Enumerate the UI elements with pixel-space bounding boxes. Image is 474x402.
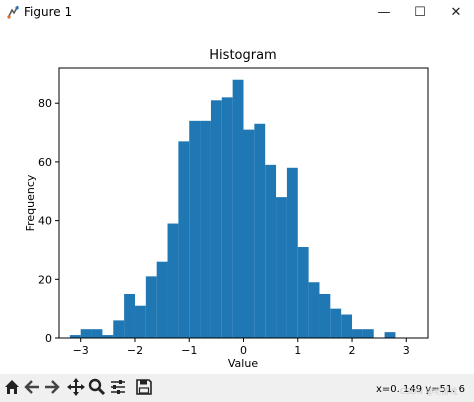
histogram-bar: [286, 167, 298, 338]
histogram-bar: [156, 261, 168, 338]
x-tick-label: −2: [127, 344, 143, 357]
y-tick-label: 20: [38, 273, 52, 286]
save-icon: [136, 379, 152, 395]
histogram-bar: [200, 120, 211, 339]
histogram-bar: [341, 314, 353, 338]
histogram-bar: [221, 97, 233, 338]
y-tick-label: 80: [38, 97, 52, 110]
x-tick-label: 3: [403, 344, 410, 357]
move-icon: [67, 378, 85, 396]
histogram-bar: [308, 282, 320, 338]
chart-title: Histogram: [209, 48, 276, 63]
histogram-bar: [178, 141, 190, 338]
histogram-bar: [265, 164, 277, 338]
navigation-toolbar: [0, 374, 474, 402]
close-icon: ✕: [450, 4, 462, 20]
histogram-bar: [69, 335, 81, 338]
histogram-bar: [254, 123, 266, 339]
histogram-bar: [134, 305, 146, 338]
histogram-chart: Histogram −3 −2 −1 0 1 2 3 0 20 40 60 80 Value Fre…: [24, 48, 429, 370]
histogram-bar: [352, 329, 363, 338]
watermark: CSDN @老游戏: [400, 387, 458, 396]
window-title: Figure 1: [24, 5, 73, 19]
zoom-button[interactable]: [87, 377, 107, 397]
sliders-icon: [111, 380, 125, 394]
histogram-bar: [297, 247, 309, 338]
arrow-right-icon: [45, 380, 60, 394]
maximize-button[interactable]: ☐: [402, 0, 438, 24]
forward-button[interactable]: [42, 377, 62, 397]
y-axis-label: Frequency: [24, 174, 37, 231]
home-button[interactable]: [2, 377, 22, 397]
histogram-bar: [384, 332, 396, 338]
maximize-icon: ☐: [414, 4, 426, 20]
y-tick-label: 40: [38, 215, 52, 228]
x-tick-label: 0: [240, 344, 247, 357]
back-button[interactable]: [22, 377, 42, 397]
histogram-bar: [232, 79, 244, 338]
matplotlib-icon: [7, 5, 19, 19]
y-tick-label: 0: [45, 332, 52, 345]
arrow-left-icon: [24, 380, 39, 394]
x-axis-label: Value: [228, 357, 258, 370]
histogram-bar: [189, 120, 201, 339]
histogram-bar: [113, 320, 125, 338]
histogram-bar: [276, 197, 287, 338]
histogram-bar: [124, 293, 135, 338]
home-icon: [5, 380, 19, 394]
histogram-bar: [145, 276, 157, 338]
minimize-button[interactable]: —: [366, 0, 402, 24]
pan-button[interactable]: [66, 377, 86, 397]
histogram-bar: [80, 329, 92, 338]
histogram-bar: [102, 335, 114, 338]
histogram-bar: [330, 308, 342, 338]
minimize-icon: —: [377, 4, 391, 20]
figure-canvas[interactable]: Histogram −3 −2 −1 0 1 2 3 0 20 40 60 80 Value Fre…: [0, 30, 474, 372]
x-tick-label: 2: [349, 344, 356, 357]
cursor-coordinates: x=0. 149 y=51. 6: [376, 384, 466, 395]
magnifier-icon: [88, 378, 106, 396]
histogram-bar: [91, 329, 103, 338]
x-tick-label: 1: [294, 344, 301, 357]
window-titlebar: Figure 1 — ☐ ✕: [0, 0, 474, 24]
histogram-bar: [167, 223, 179, 338]
histogram-bar: [319, 293, 331, 338]
save-button[interactable]: [134, 377, 154, 397]
histogram-bar: [362, 329, 374, 338]
histogram-bar: [210, 100, 222, 338]
x-tick-label: −3: [73, 344, 89, 357]
y-tick-label: 60: [38, 156, 52, 169]
close-button[interactable]: ✕: [438, 0, 474, 24]
configure-subplots-button[interactable]: [108, 377, 128, 397]
x-tick-label: −1: [181, 344, 197, 357]
histogram-bar: [243, 129, 255, 338]
